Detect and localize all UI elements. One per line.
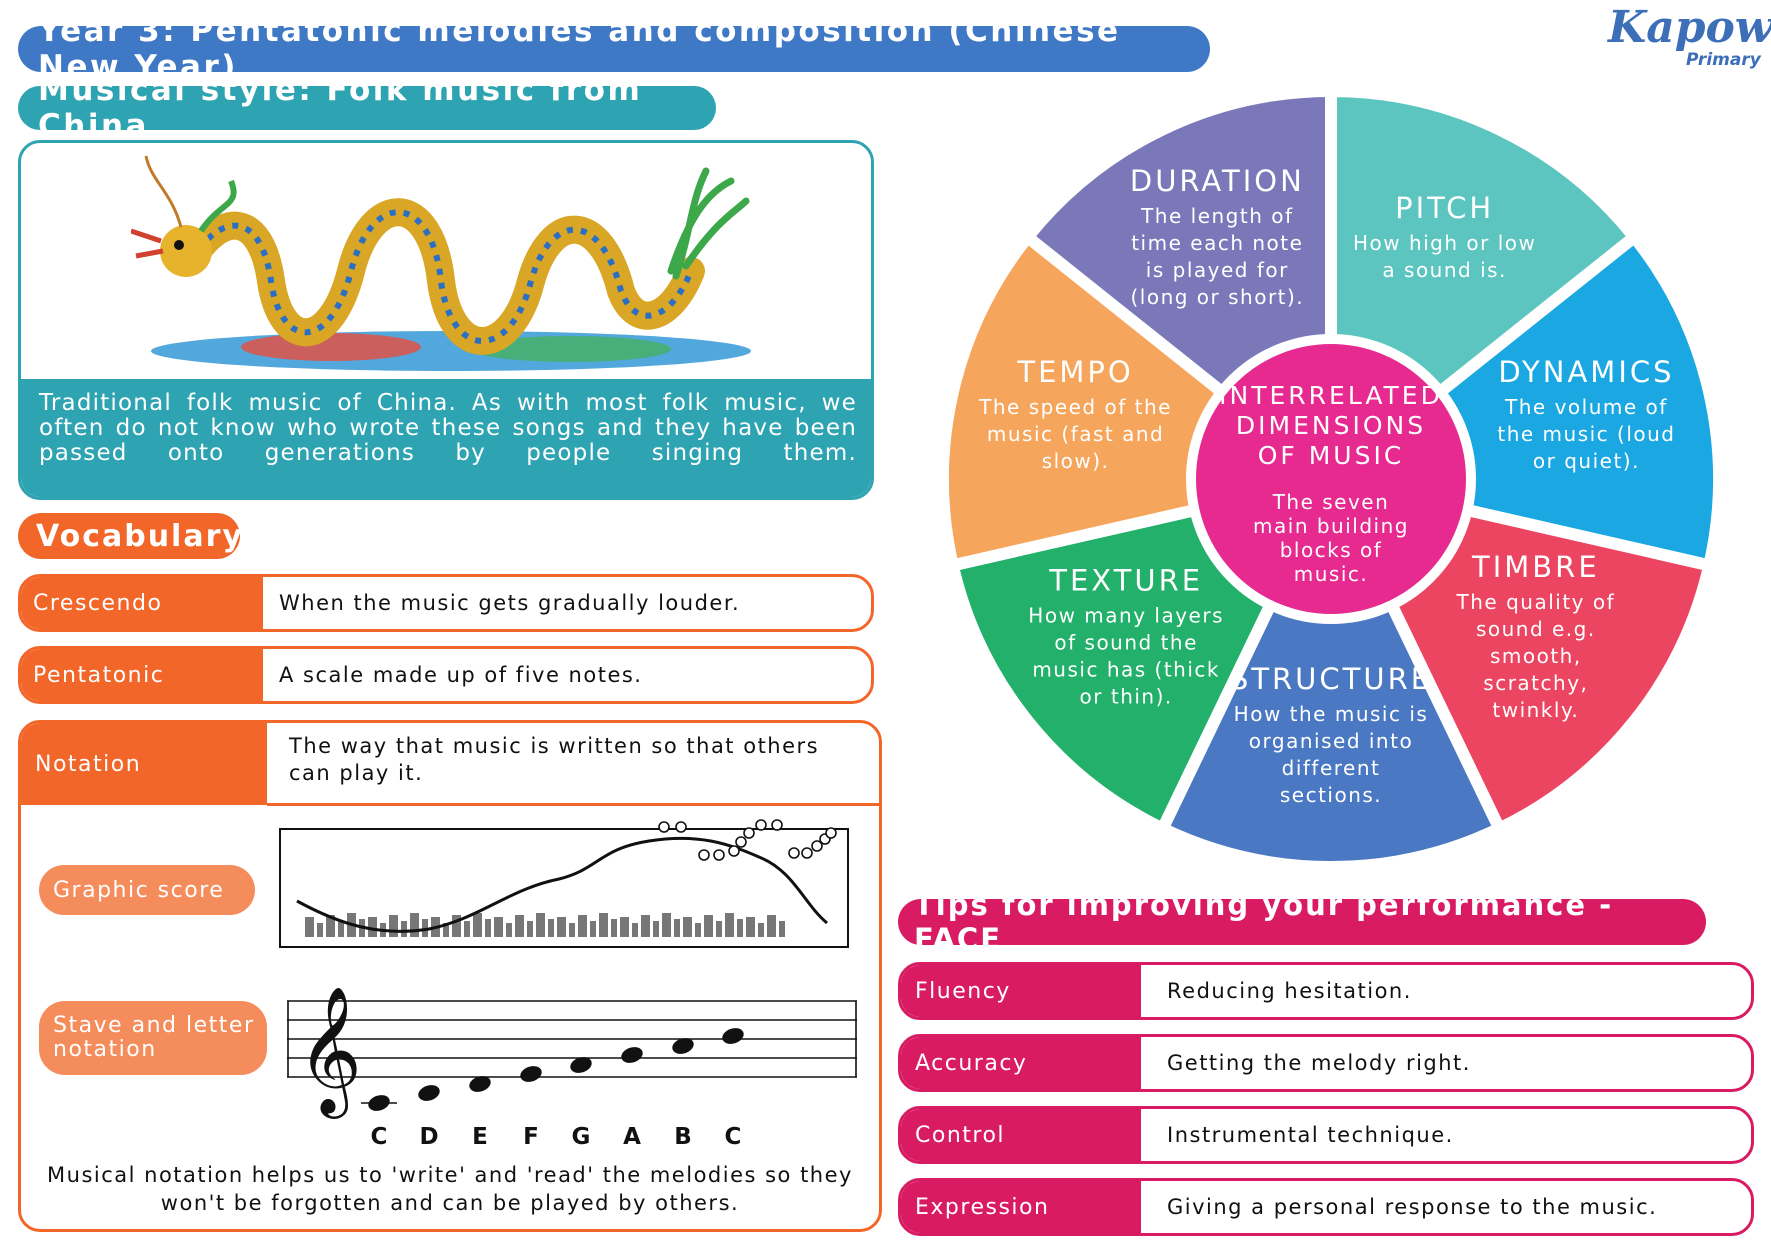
segment-title: TIMBRE xyxy=(1471,550,1600,584)
segment-text: scratchy, xyxy=(1483,671,1588,695)
segment-title: DURATION xyxy=(1130,164,1305,198)
note-letter: G xyxy=(571,1124,591,1150)
segment-title: PITCH xyxy=(1395,191,1494,225)
tip-row-fluency: Fluency Reducing hesitation. xyxy=(898,962,1754,1020)
note-letter: A xyxy=(623,1124,641,1150)
note-letter: D xyxy=(419,1124,439,1150)
segment-title: TEMPO xyxy=(1016,355,1133,389)
segment-text: How many layers xyxy=(1028,603,1224,627)
segment-text: or thin). xyxy=(1080,684,1173,708)
segment-title: STRUCTURE xyxy=(1230,662,1432,696)
note-letter: C xyxy=(370,1124,388,1150)
treble-clef-icon: 𝄞 xyxy=(297,985,362,1119)
segment-text: music has (thick xyxy=(1032,657,1220,681)
segment-text: The speed of the xyxy=(978,395,1172,419)
tip-term: Accuracy xyxy=(901,1037,1141,1089)
note-head xyxy=(469,1076,491,1092)
tip-term: Expression xyxy=(901,1181,1141,1233)
note-head xyxy=(722,1028,744,1044)
tips-title: Tips for improving your performance - FA… xyxy=(898,888,1706,956)
segment-text: organised into xyxy=(1249,729,1413,753)
tip-row-accuracy: Accuracy Getting the melody right. xyxy=(898,1034,1754,1092)
vocab-row-pentatonic: Pentatonic A scale made up of five notes… xyxy=(18,646,874,704)
page-title: Year 3: Pentatonic melodies and composit… xyxy=(18,13,1210,85)
graphic-score-illustration xyxy=(279,819,849,948)
note-letter: B xyxy=(674,1124,692,1150)
segment-text: How the music is xyxy=(1234,702,1429,726)
tip-definition: Reducing hesitation. xyxy=(1167,979,1412,1003)
center-text: The seven xyxy=(1272,490,1390,514)
center-text: main building xyxy=(1253,514,1409,538)
wheel-segment-structure: STRUCTURE How the music is organised into d… xyxy=(1154,465,1508,872)
tip-definition: Instrumental technique. xyxy=(1167,1123,1454,1147)
stave-illustration: 𝄞 xyxy=(287,985,857,1119)
segment-text: The volume of xyxy=(1504,395,1668,419)
note-head xyxy=(520,1066,542,1082)
vocab-term: Notation xyxy=(21,723,267,805)
vocab-definition: A scale made up of five notes. xyxy=(279,663,643,687)
style-description: Traditional folk music of China. As with… xyxy=(21,379,871,497)
note-letter: C xyxy=(724,1124,742,1150)
segment-text: twinkly. xyxy=(1492,698,1579,722)
tip-row-expression: Expression Giving a personal response to… xyxy=(898,1178,1754,1236)
vocabulary-title: Vocabulary xyxy=(18,513,242,559)
segment-text: sections. xyxy=(1280,783,1382,807)
segment-text: music (fast and xyxy=(987,422,1164,446)
stave-label: Stave and letter notation xyxy=(39,1001,267,1075)
notation-caption: Musical notation helps us to 'write' and… xyxy=(47,1163,853,1215)
vocab-term: Pentatonic xyxy=(21,649,263,701)
dragon-illustration xyxy=(131,155,751,371)
note-letter: F xyxy=(523,1124,539,1150)
center-title: OF MUSIC xyxy=(1258,441,1405,470)
segment-text: smooth, xyxy=(1490,644,1582,668)
vocab-row-notation: Notation The way that music is written s… xyxy=(18,720,882,1232)
segment-text: or quiet). xyxy=(1533,449,1640,473)
dimensions-wheel: PITCH How high or low a sound is. DYNAMICS T… xyxy=(938,86,1724,872)
center-text: music. xyxy=(1294,562,1369,586)
kapow-logo: Kapow Primary xyxy=(1598,2,1771,82)
segment-text: The quality of xyxy=(1456,590,1616,614)
segment-text: time each note xyxy=(1131,231,1303,255)
note-head xyxy=(672,1038,694,1054)
segment-text: How high or low xyxy=(1353,231,1536,255)
segment-text: is played for xyxy=(1146,258,1289,282)
note-head xyxy=(570,1057,592,1073)
note-head xyxy=(418,1085,440,1101)
tip-term: Control xyxy=(901,1109,1141,1161)
segment-text: (long or short). xyxy=(1130,285,1304,309)
tip-row-control: Control Instrumental technique. xyxy=(898,1106,1754,1164)
segment-text: The length of xyxy=(1140,204,1293,228)
segment-text: slow). xyxy=(1042,449,1110,473)
segment-text: of sound the xyxy=(1054,630,1198,654)
vocab-row-crescendo: Crescendo When the music gets gradually … xyxy=(18,574,874,632)
tip-definition: Giving a personal response to the music. xyxy=(1167,1195,1658,1219)
note-letter: E xyxy=(472,1124,488,1150)
style-card: Traditional folk music of China. As with… xyxy=(18,140,874,500)
style-title: Musical style: Folk music from China xyxy=(18,72,716,144)
segment-text: different xyxy=(1282,756,1381,780)
segment-text: a sound is. xyxy=(1382,258,1507,282)
logo-sub-text: Primary xyxy=(1686,50,1761,70)
center-title: INTERRELATED xyxy=(1219,381,1443,410)
tip-definition: Getting the melody right. xyxy=(1167,1051,1471,1075)
center-title: DIMENSIONS xyxy=(1236,411,1426,440)
segment-text: sound e.g. xyxy=(1476,617,1596,641)
graphic-score-label: Graphic score xyxy=(39,865,255,915)
segment-title: DYNAMICS xyxy=(1498,355,1674,389)
vocab-definition: When the music gets gradually louder. xyxy=(279,591,741,615)
segment-text: the music (loud xyxy=(1497,422,1675,446)
vocab-term: Crescendo xyxy=(21,577,263,629)
segment-title: TEXTURE xyxy=(1048,563,1203,597)
center-text: blocks of xyxy=(1280,538,1383,562)
note-head xyxy=(621,1047,643,1063)
tip-term: Fluency xyxy=(901,965,1141,1017)
divider xyxy=(267,803,879,806)
vocab-definition: The way that music is written so that ot… xyxy=(289,734,820,785)
logo-main-text: Kapow xyxy=(1608,2,1771,53)
